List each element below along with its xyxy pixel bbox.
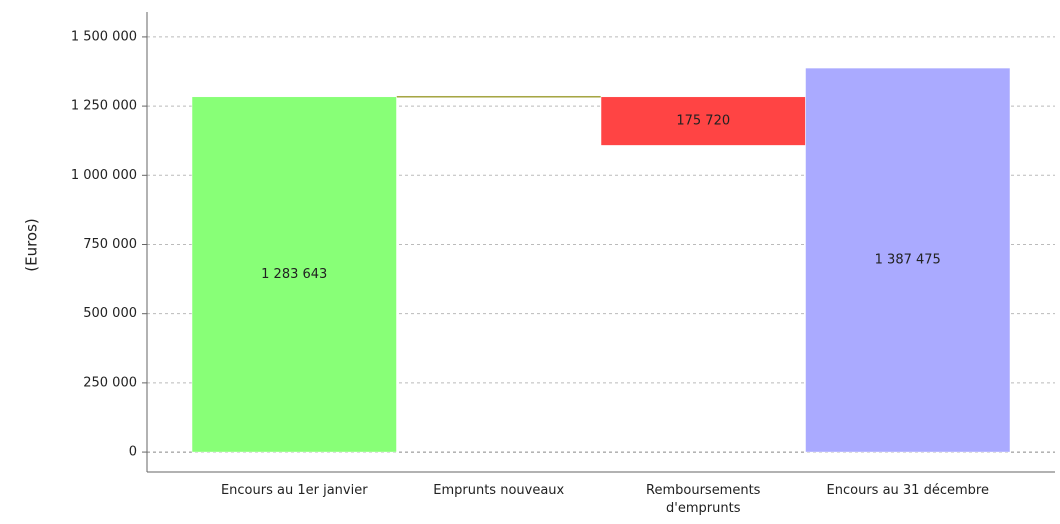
y-tick-label: 1 250 000 [71,99,137,114]
y-axis-label: (Euros) [23,218,41,272]
y-tick-label: 0 [129,445,137,460]
y-tick-label: 1 500 000 [71,29,137,44]
data-label: 175 720 [676,114,730,129]
x-tick-label: Emprunts nouveaux [433,483,565,498]
x-tick-label: Encours au 31 décembre [826,483,989,498]
y-tick-label: 750 000 [83,237,137,252]
y-tick-label: 500 000 [83,306,137,321]
data-label: 1 387 475 [875,253,941,268]
bar [191,96,397,453]
bar [396,95,602,99]
x-tick-label: Encours au 1er janvier [220,483,368,498]
bar [600,96,806,146]
y-tick-label: 1 000 000 [71,168,137,183]
bar [805,67,1011,453]
x-tick-label: Remboursements d'emprunts [646,483,761,516]
y-tick-label: 250 000 [83,375,137,390]
data-label: 1 283 643 [261,267,327,282]
